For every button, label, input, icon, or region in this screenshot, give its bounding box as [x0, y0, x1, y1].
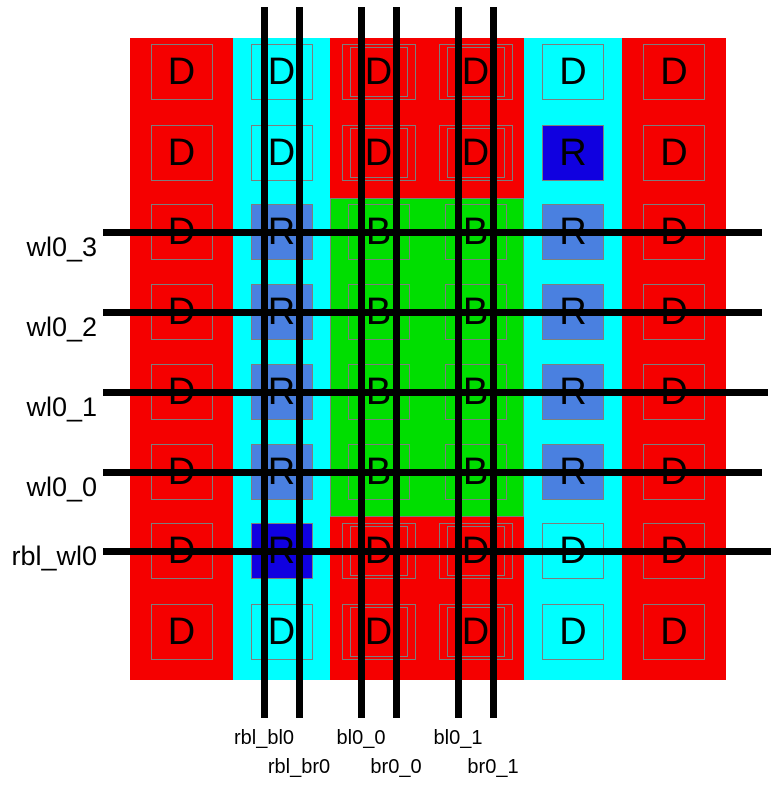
cell-letter: D [660, 132, 688, 174]
wordline-wl0_0 [103, 469, 762, 476]
cell-r1-c3: D [446, 128, 505, 178]
bitline-bl0_1 [455, 7, 462, 718]
cell-outer-outline-r7-c2 [341, 604, 416, 660]
cell-letter: D [559, 51, 587, 93]
cell-letter: D [267, 51, 296, 93]
bitline-rbl_br0 [296, 7, 303, 718]
wordline-wl0_3 [103, 229, 762, 236]
cell-letter: R [559, 132, 587, 174]
cell-r1-c2: D [349, 128, 408, 178]
cell-r7-c0: D [150, 604, 213, 660]
bitline-label-br0_0: br0_0 [370, 756, 422, 778]
bitline-label-bl0_1: bl0_1 [433, 727, 483, 749]
cell-letter: D [461, 51, 490, 93]
memory-array: DDDDDDDDDDRDDRBBRDDRBBRDDRBBRDDRBBRDDRDD… [130, 38, 726, 680]
cell-outer-outline-r0-c3 [438, 44, 513, 100]
cell-r7-c5: D [643, 604, 705, 660]
cell-r0-c0: D [150, 44, 213, 100]
bitline-label-rbl_br0: rbl_br0 [267, 756, 331, 778]
cell-r1-c0: D [150, 125, 213, 181]
wordline-rbl_wl0 [103, 548, 771, 555]
cell-r7-c1: D [250, 604, 313, 660]
cell-r7-c2: D [349, 607, 408, 657]
bitline-rbl_bl0 [261, 7, 268, 718]
cell-letter: D [660, 51, 688, 93]
cell-letter: D [267, 611, 296, 653]
wordline-wl0_2 [103, 309, 762, 316]
cell-r7-c3: D [446, 607, 505, 657]
wordline-label-rbl_wl0: rbl_wl0 [11, 541, 97, 571]
bitline-br0_1 [490, 7, 497, 718]
cell-r0-c5: D [643, 44, 705, 100]
wordline-label-wl0_0: wl0_0 [26, 472, 97, 502]
cell-letter: D [167, 51, 196, 93]
bitline-label-br0_1: br0_1 [467, 756, 519, 778]
cell-outer-outline-r1-c2 [341, 125, 416, 181]
region-left-dummy-column [130, 38, 233, 680]
cell-letter: D [461, 611, 490, 653]
bitline-label-bl0_0: bl0_0 [336, 727, 386, 749]
cell-r0-c3: D [446, 47, 505, 97]
cell-r1-c4: R [542, 125, 604, 181]
cell-letter: D [364, 132, 393, 174]
cell-letter: D [167, 132, 196, 174]
cell-letter: D [364, 611, 393, 653]
cell-outer-outline-r7-c3 [438, 604, 513, 660]
bitline-br0_0 [393, 7, 400, 718]
cell-letter: D [660, 611, 688, 653]
cell-letter: D [559, 611, 587, 653]
cell-r0-c4: D [542, 44, 604, 100]
cell-letter: D [461, 132, 490, 174]
wordline-label-wl0_3: wl0_3 [26, 232, 97, 262]
wordline-label-wl0_1: wl0_1 [26, 392, 97, 422]
cell-r1-c5: D [643, 125, 705, 181]
cell-outer-outline-r1-c3 [438, 125, 513, 181]
cell-letter: D [267, 132, 296, 174]
cell-r0-c2: D [349, 47, 408, 97]
region-right-dummy-column [622, 38, 726, 680]
cell-outer-outline-r0-c2 [341, 44, 416, 100]
wordline-label-wl0_2: wl0_2 [26, 312, 97, 342]
wordline-wl0_1 [103, 389, 768, 396]
cell-r0-c1: D [250, 44, 313, 100]
bitline-label-rbl_bl0: rbl_bl0 [233, 727, 295, 749]
cell-letter: D [167, 611, 196, 653]
cell-r1-c1: D [250, 125, 313, 181]
cell-r7-c4: D [542, 604, 604, 660]
cell-letter: D [364, 51, 393, 93]
bitline-bl0_0 [358, 7, 365, 718]
